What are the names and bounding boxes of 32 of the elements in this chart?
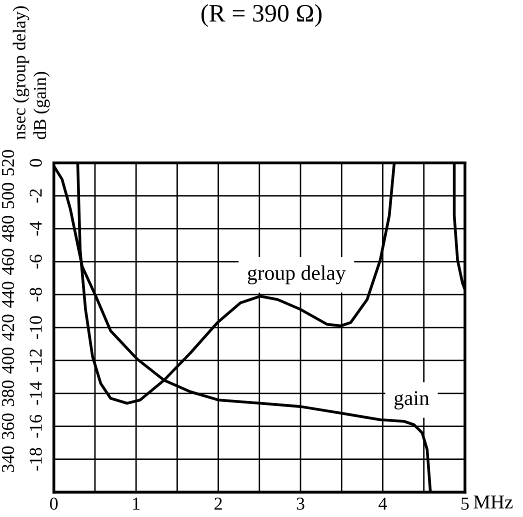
series-label: gain xyxy=(394,391,430,410)
y-tick-label: -8 xyxy=(30,288,42,302)
y2-tick-label: 400 xyxy=(2,348,14,374)
y2-tick-label: 520 xyxy=(2,150,14,176)
y-tick-label: -12 xyxy=(30,349,42,372)
y-tick-label: -14 xyxy=(30,382,42,405)
y-tick-label: -18 xyxy=(30,448,42,471)
y-tick-label: -4 xyxy=(30,221,42,236)
y2-tick-label: 440 xyxy=(2,282,14,308)
y-tick-label: -16 xyxy=(30,414,42,438)
y2-tick-label: 380 xyxy=(2,380,14,406)
x-tick-label: 4 xyxy=(378,498,387,510)
y2-tick-label: 460 xyxy=(2,248,14,275)
y-tick-label: -10 xyxy=(30,316,42,339)
series-label: group delay xyxy=(248,265,346,284)
y2-axis-title: nsec (group delay) xyxy=(12,6,30,140)
x-tick-label: 0 xyxy=(50,498,58,510)
x-axis-title: MHz xyxy=(474,496,513,508)
y-tick-label: -6 xyxy=(30,254,42,268)
y-tick-label: 0 xyxy=(30,159,42,167)
y-tick-label: -2 xyxy=(30,189,42,203)
y-axis-title: dB (gain) xyxy=(33,72,50,140)
y2-tick-label: 360 xyxy=(2,413,14,439)
chart-title: (R = 390 Ω) xyxy=(201,4,322,27)
y2-tick-label: 340 xyxy=(2,446,14,472)
x-tick-label: 1 xyxy=(133,498,140,510)
y2-tick-label: 480 xyxy=(2,216,14,242)
x-tick-label: 3 xyxy=(296,498,304,510)
y2-tick-label: 500 xyxy=(2,182,14,208)
x-tick-label: 2 xyxy=(214,498,222,510)
y2-tick-label: 420 xyxy=(2,314,14,341)
x-tick-label: 5 xyxy=(461,498,469,510)
